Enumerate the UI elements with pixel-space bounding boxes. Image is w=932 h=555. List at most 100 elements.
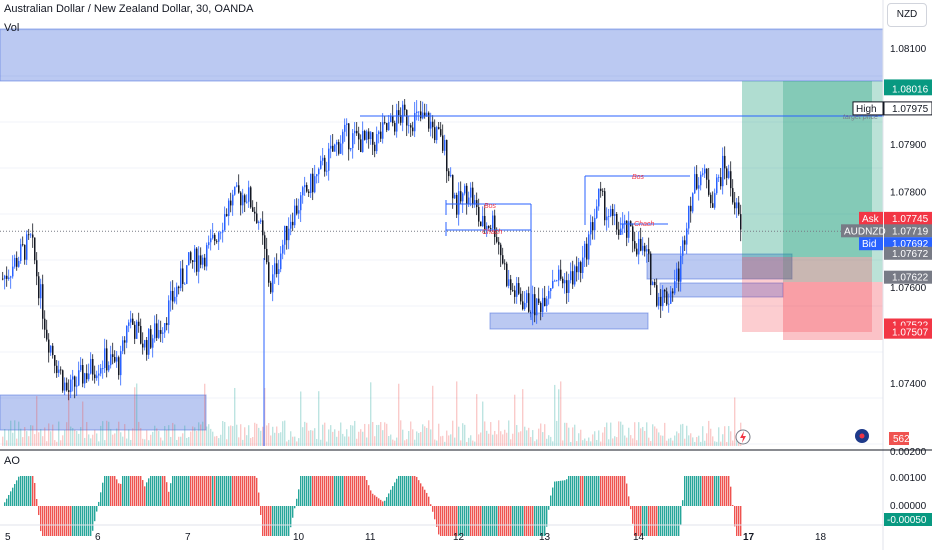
candle-body [172,290,174,302]
ao-bar [478,506,480,536]
ao-bar [82,506,84,536]
candle-body [78,370,80,386]
ao-bar [38,506,40,516]
candle-body [304,185,306,188]
ao-bar [292,506,294,518]
candle-body [342,131,344,144]
price-label: 1.07745 [892,214,929,225]
candle-body [6,275,8,279]
volume-bar [188,437,190,446]
volume-bar [190,431,192,446]
ao-bar [562,480,564,506]
candle-body [704,168,706,174]
volume-bar [292,436,294,446]
candle-body [726,168,728,178]
candle-body [336,142,338,145]
volume-bar [474,441,476,446]
candle-body [702,173,704,175]
candle-body [92,359,94,375]
volume-bar [426,427,428,446]
volume-bar [554,384,556,446]
price-label-box [884,270,932,284]
currency-button[interactable]: NZD [887,3,927,27]
candle-body [502,255,504,264]
candle-body [196,248,198,272]
volume-bar [376,424,378,446]
volume-bar [222,421,224,446]
ao-bar [604,476,606,506]
candle-body [428,112,430,129]
candle-body [20,244,22,261]
candle-body [258,221,260,223]
candle-body [454,194,456,199]
candle-body [80,365,82,371]
ao-bar [400,476,402,506]
volume-bar [450,434,452,446]
volume-bar [86,422,88,446]
volume-bar [606,422,608,446]
volume-bar [294,436,296,446]
ao-bar [52,506,54,536]
ao-bar [590,476,592,506]
candle-body [392,116,394,123]
volume-bar [678,433,680,446]
ao-bar [144,486,146,506]
candle-body [418,111,420,113]
volume-bar [470,435,472,446]
candle-body [110,354,112,366]
ao-bar [94,506,96,522]
volume-bar [644,430,646,446]
volume-bar [632,438,634,446]
volume-bar [520,431,522,446]
candle-body [212,234,214,239]
ao-bar [622,476,624,506]
candle-body [660,297,662,307]
ao-bar [64,506,66,536]
ao-bar [272,506,274,536]
ao-bar [118,483,120,506]
candle-body [482,215,484,227]
volume-bar [98,441,100,446]
price-label: 1.07975 [892,104,929,115]
volume-bar [266,425,268,446]
ao-bar [120,483,122,506]
ao-bar [610,476,612,506]
candle-body [494,215,496,237]
ao-bar [322,476,324,506]
candle-body [682,240,684,256]
volume-bar [170,436,172,446]
ao-bar [316,476,318,506]
volume-bar [134,387,136,446]
candle-body [712,203,714,208]
volume-bar [214,436,216,446]
candle-body [284,226,286,245]
x-tick-label: 7 [185,532,191,543]
volume-bar [666,440,668,446]
ao-bar [644,506,646,536]
candle-body [388,122,390,131]
ao-bar [516,506,518,536]
volume-bar [524,426,526,446]
volume-bar [534,441,536,446]
candle-body [268,262,270,283]
candle-body [632,226,634,242]
volume-bar [164,426,166,446]
ao-bar [488,506,490,536]
volume-bar [700,441,702,446]
volume-label: Vol [4,22,20,34]
candle-body [192,260,194,262]
candle-body [70,379,72,393]
volume-bar [434,439,436,446]
ao-bar [60,506,62,536]
ao-bar [260,506,262,515]
ao-bar [720,476,722,506]
volume-bar [468,437,470,446]
price-label: 1.07719 [892,226,929,237]
volume-bar [236,424,238,446]
lightning-icon[interactable] [735,429,751,445]
volume-bar [28,436,30,446]
ao-bar [470,506,472,536]
ao-bar [220,476,222,506]
